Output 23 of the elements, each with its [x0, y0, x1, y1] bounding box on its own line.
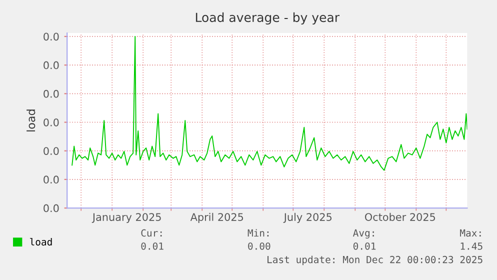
text: Avg:: [352, 229, 374, 239]
text: 0.0: [44, 32, 59, 41]
text: 0.0: [44, 204, 59, 212]
text: 0.0: [44, 90, 59, 98]
text: Max:: [460, 229, 481, 237]
x-tick-label: July 2025: [283, 212, 332, 223]
y-axis-title: load: [26, 110, 36, 132]
text: 0.01: [353, 242, 376, 250]
text: Cur:: [141, 229, 162, 237]
legend-label: load: [30, 238, 52, 246]
x-tick-label: October 2025: [364, 212, 436, 221]
text: 0.0: [44, 118, 59, 126]
text: 0.00: [248, 242, 270, 250]
text: 0.0: [44, 61, 59, 70]
text: Last update: Mon Dec 22 00:00:23 2025: [268, 256, 482, 266]
text: 0.01: [141, 242, 164, 250]
x-tick-label: January 2025: [92, 213, 161, 223]
chart-title: Load average - by year: [196, 12, 340, 25]
text: 1.45: [460, 242, 482, 250]
text: 0.0: [44, 147, 59, 155]
text: 0.0: [44, 176, 59, 184]
text: Min:: [248, 229, 269, 237]
x-tick-label: April 2025: [190, 212, 244, 223]
